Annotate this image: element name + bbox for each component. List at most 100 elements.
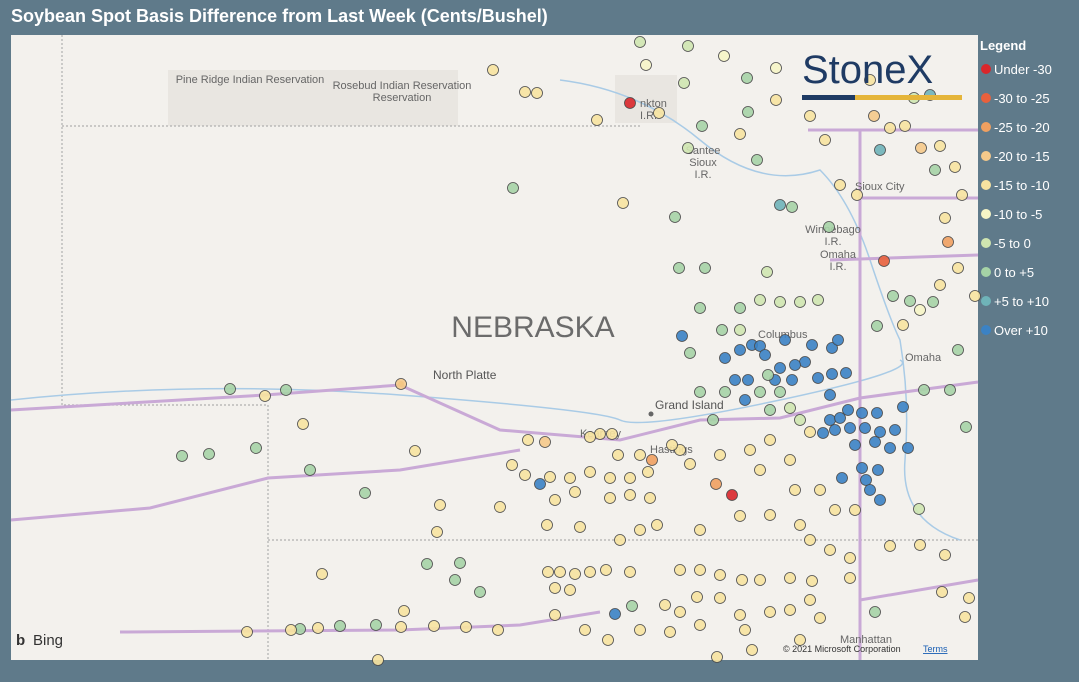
- location-dot: [829, 504, 841, 516]
- location-dot: [744, 444, 756, 456]
- location-dot: [764, 404, 776, 416]
- location-dot: [492, 624, 504, 636]
- location-dot: [742, 106, 754, 118]
- location-dot: [794, 634, 806, 646]
- location-dot: [829, 424, 841, 436]
- location-dot: [734, 324, 746, 336]
- location-dot: [956, 189, 968, 201]
- location-dot: [804, 594, 816, 606]
- city-dot: [648, 411, 654, 417]
- map-label: North Platte: [433, 368, 497, 382]
- location-dot: [824, 544, 836, 556]
- location-dot: [549, 494, 561, 506]
- location-dot: [176, 450, 188, 462]
- map-label: I.R.: [640, 110, 657, 122]
- location-dot: [634, 449, 646, 461]
- road: [10, 380, 979, 442]
- location-dot: [824, 414, 836, 426]
- location-dot: [834, 412, 846, 424]
- location-dot: [864, 484, 876, 496]
- legend-label: Over +10: [994, 323, 1048, 338]
- location-dot: [929, 164, 941, 176]
- location-dot: [569, 568, 581, 580]
- location-dot: [874, 426, 886, 438]
- location-dot: [823, 221, 835, 233]
- location-dot: [591, 114, 603, 126]
- legend-marker: [981, 122, 991, 132]
- location-dot: [834, 179, 846, 191]
- location-dot: [746, 644, 758, 656]
- location-dot: [694, 524, 706, 536]
- location-dot: [624, 489, 636, 501]
- location-dot: [718, 50, 730, 62]
- location-dot: [531, 87, 543, 99]
- location-dot: [869, 436, 881, 448]
- location-dot: [541, 519, 553, 531]
- location-dot: [696, 120, 708, 132]
- legend-marker: [981, 151, 991, 161]
- location-dot: [719, 386, 731, 398]
- location-dot: [812, 372, 824, 384]
- legend-marker: [981, 93, 991, 103]
- location-dot: [297, 418, 309, 430]
- location-dot: [334, 620, 346, 632]
- location-dot: [794, 519, 806, 531]
- location-dot: [774, 199, 786, 211]
- location-dot: [600, 564, 612, 576]
- location-dot: [614, 534, 626, 546]
- legend-label: -20 to -15: [994, 149, 1050, 164]
- location-dot: [844, 572, 856, 584]
- location-dot: [887, 290, 899, 302]
- location-dot: [889, 424, 901, 436]
- legend-label: +5 to +10: [994, 294, 1049, 309]
- location-dot: [899, 120, 911, 132]
- legend-title: Legend: [980, 38, 1026, 53]
- location-dot: [859, 422, 871, 434]
- location-dot: [806, 575, 818, 587]
- location-dot: [734, 302, 746, 314]
- location-dot: [742, 374, 754, 386]
- location-dot: [729, 374, 741, 386]
- location-dot: [959, 611, 971, 623]
- location-dot: [534, 478, 546, 490]
- location-dot: [624, 472, 636, 484]
- location-dot: [840, 367, 852, 379]
- location-dot: [609, 608, 621, 620]
- location-dot: [719, 352, 731, 364]
- location-dot: [640, 59, 652, 71]
- location-dot: [934, 279, 946, 291]
- terms-link[interactable]: Terms: [923, 644, 948, 654]
- location-dot: [871, 320, 883, 332]
- location-dot: [804, 534, 816, 546]
- location-dot: [794, 296, 806, 308]
- borders: [61, 35, 978, 660]
- location-dot: [664, 626, 676, 638]
- location-dot: [506, 459, 518, 471]
- legend-label: Under -30: [994, 62, 1052, 77]
- location-dot: [786, 374, 798, 386]
- location-dot: [604, 472, 616, 484]
- location-dot: [250, 442, 262, 454]
- location-dot: [913, 503, 925, 515]
- location-dot: [897, 319, 909, 331]
- location-dot: [836, 472, 848, 484]
- location-dot: [682, 142, 694, 154]
- location-dot: [691, 591, 703, 603]
- location-dot: [856, 462, 868, 474]
- river: [10, 359, 904, 424]
- location-dot: [904, 295, 916, 307]
- location-dot: [794, 414, 806, 426]
- map-label: Omaha: [905, 352, 942, 364]
- title: Soybean Spot Basis Difference from Last …: [11, 6, 548, 26]
- location-dot: [960, 421, 972, 433]
- location-dot: [759, 349, 771, 361]
- location-dot: [902, 442, 914, 454]
- location-dot: [884, 442, 896, 454]
- location-dot: [963, 592, 975, 604]
- map-label: I.R.: [694, 169, 711, 181]
- location-dot: [584, 566, 596, 578]
- location-dot: [682, 40, 694, 52]
- location-dot: [684, 458, 696, 470]
- location-dot: [918, 384, 930, 396]
